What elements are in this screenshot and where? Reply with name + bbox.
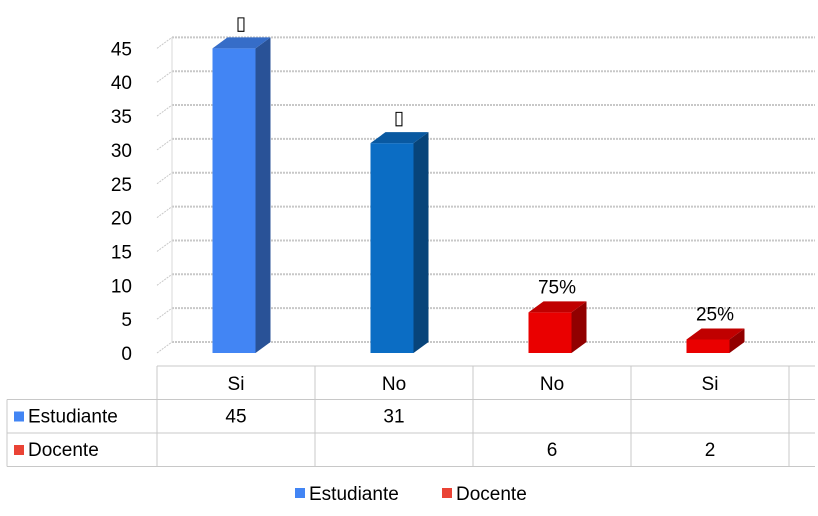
y-tick-label: 25 — [111, 175, 132, 196]
gridline-depth — [156, 341, 173, 354]
gridline-depth — [156, 273, 173, 286]
data-label: 25% — [696, 304, 734, 325]
data-label: ▯ — [394, 108, 404, 129]
y-tick-label: 5 — [121, 310, 132, 331]
legend: Estudiante Docente — [295, 484, 527, 505]
gridline-depth — [156, 307, 173, 320]
bars — [212, 37, 745, 353]
y-tick-label: 35 — [111, 107, 132, 128]
table-cell: 6 — [547, 440, 558, 461]
table-cell: 2 — [705, 440, 716, 461]
bar-docente-4 — [686, 328, 745, 353]
bar-front — [212, 48, 256, 353]
table-series-swatch — [14, 445, 24, 455]
table-cell: 45 — [225, 407, 246, 428]
bar-top — [686, 328, 745, 340]
gridline-depth — [156, 104, 173, 117]
bar-side — [571, 301, 587, 353]
y-tick-label: 20 — [111, 209, 132, 230]
y-tick-label: 0 — [121, 344, 132, 365]
table-series-name: Docente — [28, 440, 99, 461]
bar-top — [370, 132, 429, 144]
legend-label: Estudiante — [309, 484, 399, 505]
table-category-label: No — [382, 374, 406, 395]
gridline-depth — [156, 138, 173, 151]
legend-item-estudiante: Estudiante — [295, 484, 399, 505]
gridline-depth — [156, 172, 173, 185]
bar-front — [528, 312, 572, 353]
table-category-label: Si — [228, 374, 245, 395]
gridline-depth — [156, 36, 173, 49]
y-tick-label: 45 — [111, 39, 132, 60]
table-category-label: No — [540, 374, 564, 395]
y-tick-label: 30 — [111, 141, 132, 162]
legend-item-docente: Docente — [442, 484, 527, 505]
gridline-depth — [156, 240, 173, 252]
bar-side — [413, 132, 429, 353]
bar-estudiante-2 — [370, 132, 429, 353]
data-label: 75% — [538, 277, 576, 298]
bar-front — [370, 143, 414, 353]
table-cell: 31 — [383, 407, 404, 428]
bar-side — [729, 328, 745, 353]
gridline-depth — [156, 70, 173, 83]
bar-front — [686, 339, 730, 353]
legend-label: Docente — [456, 484, 527, 505]
data-table: Si No No Si Estudiante 45 31 Docente 6 2 — [6, 365, 815, 467]
bar-side — [255, 37, 271, 353]
data-label: ▯ — [236, 13, 246, 34]
table-series-swatch — [14, 411, 24, 422]
bar-top — [212, 37, 271, 49]
bar-top — [528, 301, 587, 313]
bar-estudiante-1 — [212, 37, 271, 353]
data-labels: ▯ ▯ 75% 25% — [236, 13, 734, 325]
y-axis: 0 5 10 15 20 25 30 35 40 45 — [111, 39, 132, 365]
y-tick-label: 15 — [111, 242, 132, 263]
legend-swatch — [295, 488, 305, 498]
legend-swatch — [442, 488, 452, 498]
gridline-depth — [156, 206, 173, 219]
table-series-name: Estudiante — [28, 407, 118, 428]
y-tick-label: 10 — [111, 276, 132, 297]
bar-docente-3 — [528, 301, 587, 353]
table-category-label: Si — [702, 374, 719, 395]
grid — [156, 36, 815, 354]
y-tick-label: 40 — [111, 73, 132, 94]
